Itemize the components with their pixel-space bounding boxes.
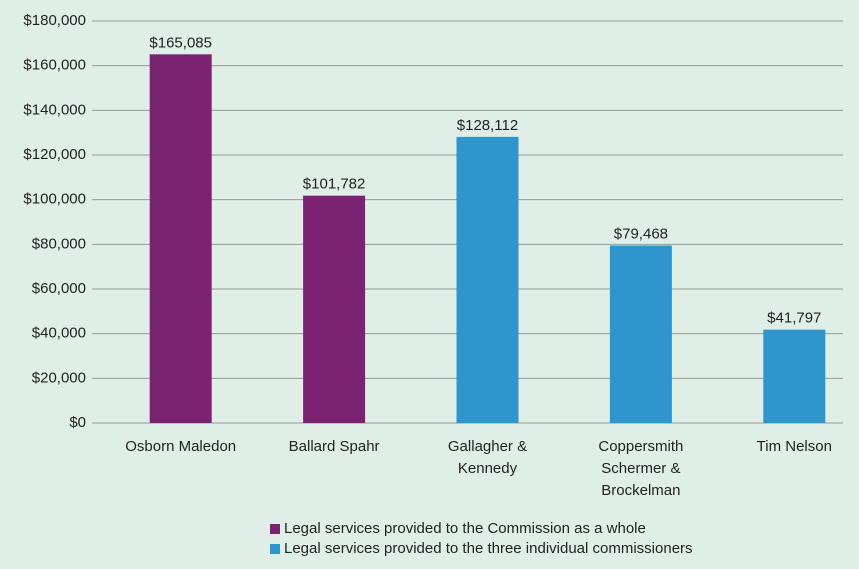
bar (303, 195, 366, 423)
value-label: $41,797 (767, 310, 821, 327)
legend-item: Legal services provided to the Commissio… (270, 520, 646, 537)
y-tick-label: $140,000 (23, 101, 86, 118)
x-tick-label: Osborn Maledon (125, 438, 237, 455)
x-tick-label: Gallagher & Kennedy (447, 438, 528, 477)
bar (456, 136, 519, 424)
y-tick-label: $160,000 (23, 57, 86, 74)
x-tick-label: Tim Nelson (756, 438, 832, 455)
value-label: $101,782 (303, 176, 366, 193)
legend-item: Legal services provided to the three ind… (270, 540, 693, 557)
legend-swatch (270, 543, 280, 554)
y-tick-label: $20,000 (32, 369, 86, 386)
bar (763, 329, 826, 423)
x-tick-label: Coppersmith Schermer & Brockelman (598, 438, 684, 499)
legend-label: Legal services provided to the three ind… (284, 540, 693, 557)
y-tick-label: $0 (69, 414, 86, 431)
y-tick-label: $60,000 (32, 280, 86, 297)
legend-label: Legal services provided to the Commissio… (284, 520, 646, 537)
value-label: $165,085 (149, 34, 212, 51)
y-tick-label: $40,000 (32, 325, 86, 342)
legend-swatch (270, 523, 280, 534)
bar (149, 54, 212, 423)
y-tick-label: $180,000 (23, 12, 86, 29)
y-tick-label: $80,000 (32, 235, 86, 252)
y-tick-label: $120,000 (23, 146, 86, 163)
value-label: $128,112 (457, 117, 518, 134)
x-tick-label: Ballard Spahr (288, 438, 380, 455)
value-label: $79,468 (614, 225, 668, 242)
y-tick-label: $100,000 (23, 191, 86, 208)
bar (609, 245, 672, 423)
